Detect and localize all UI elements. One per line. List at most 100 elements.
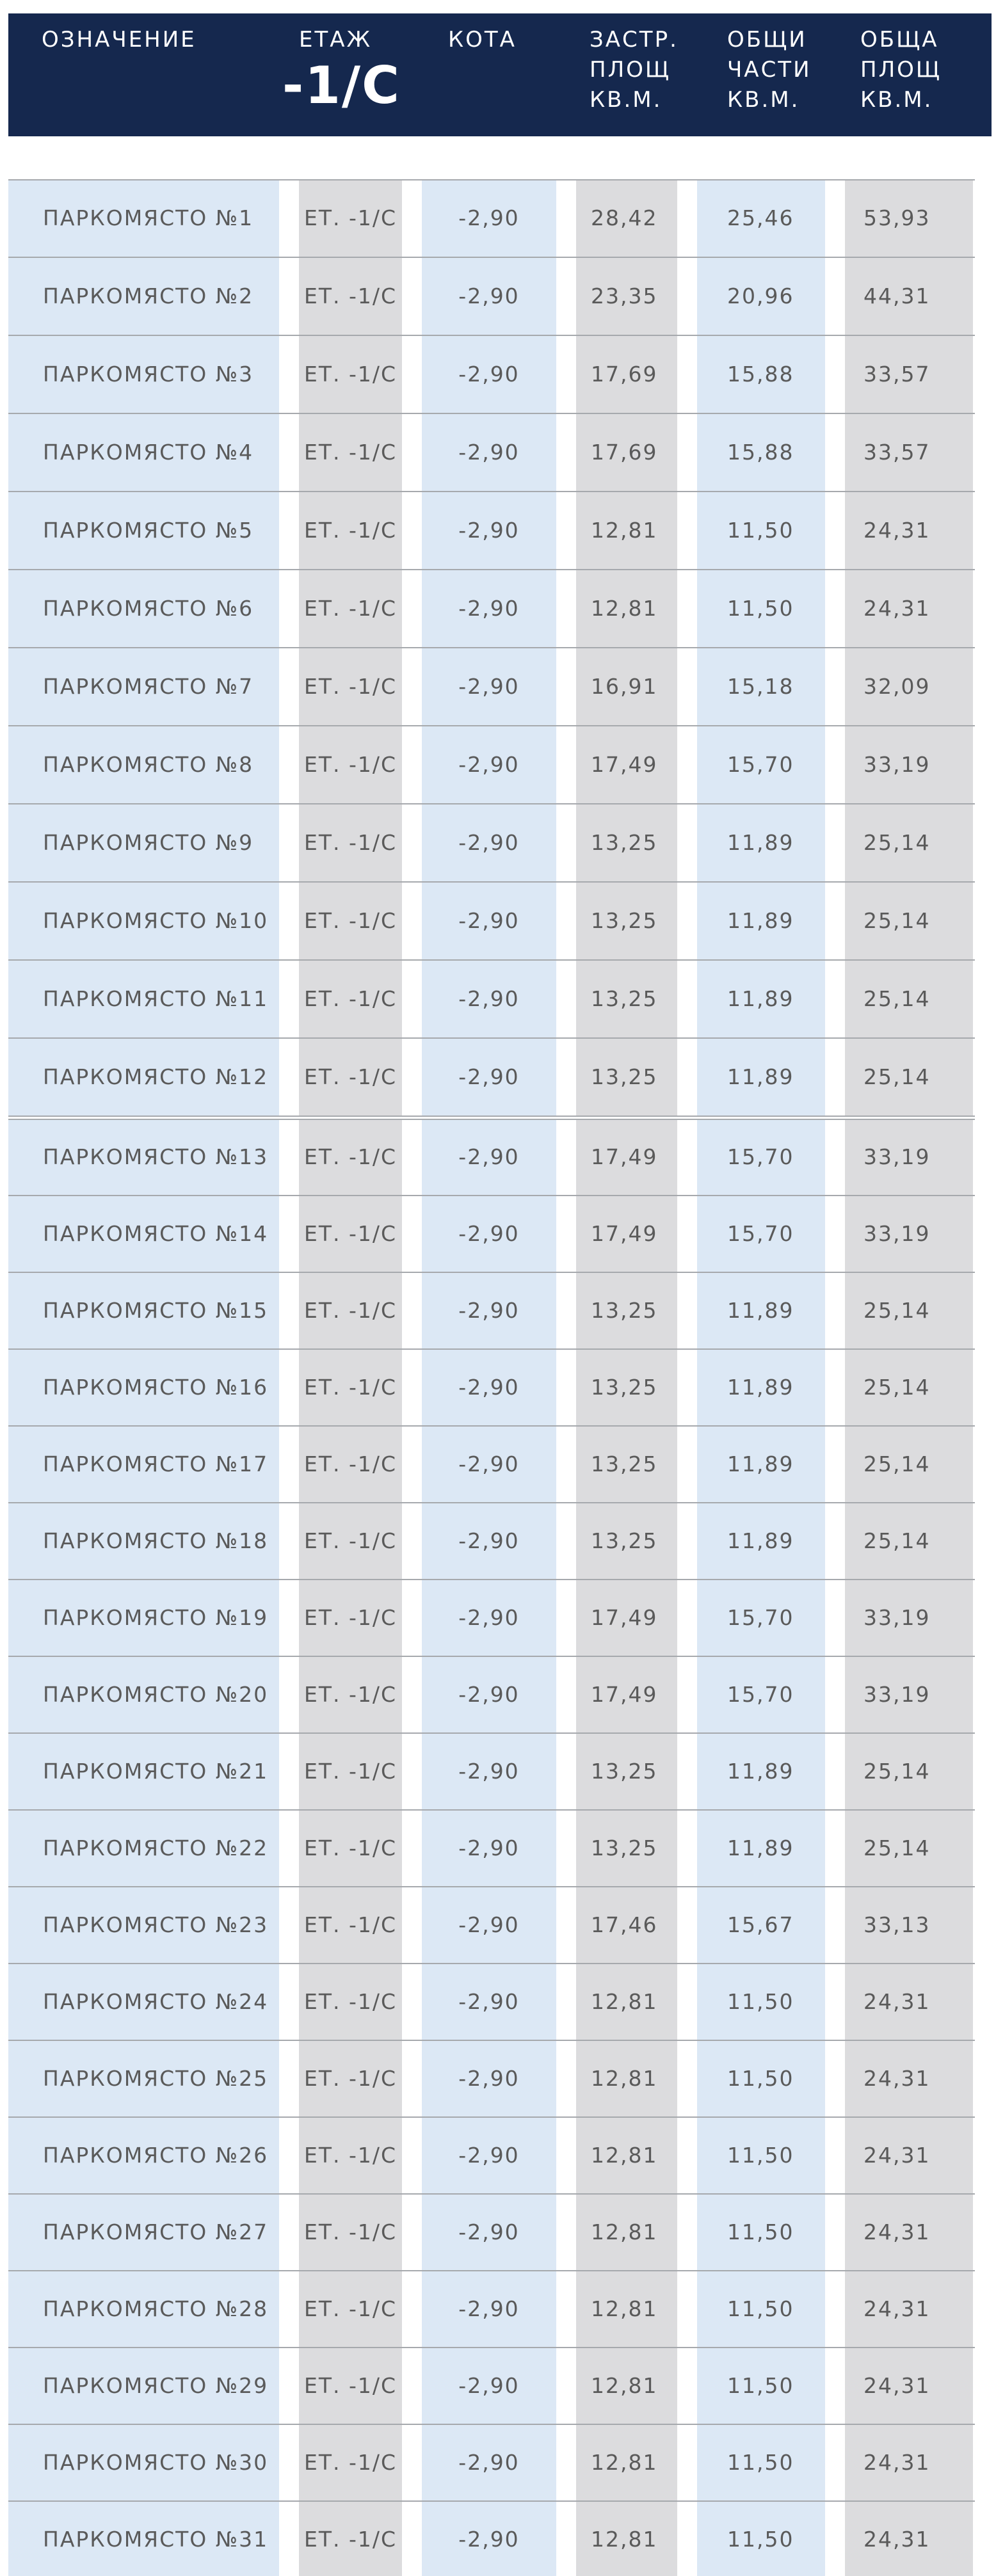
cell-value: 13,25 [591, 1836, 658, 1860]
cell-value: 24,31 [863, 596, 931, 621]
cell-value: 12,81 [591, 2143, 658, 2168]
cell-value: ЕТ. -1/С [303, 440, 398, 465]
cell-value: 11,50 [727, 2373, 794, 2398]
cell-value: 15,67 [727, 1912, 794, 1937]
cell-value: 13,25 [591, 986, 658, 1011]
cell-value: 13,25 [591, 1759, 658, 1784]
row-name: ПАРКОМЯСТО №2 [43, 284, 254, 308]
cell-value: ЕТ. -1/С [303, 752, 398, 777]
cell-value: 15,88 [727, 440, 794, 465]
cell-value: 24,31 [863, 2220, 931, 2244]
header-label: ЕТАЖ [299, 27, 373, 52]
cell-value: 17,49 [591, 1144, 658, 1169]
cell-value: 13,25 [591, 1375, 658, 1400]
cell-value: -2,90 [458, 1682, 520, 1707]
cell-value: -2,90 [458, 596, 520, 621]
column-band [8, 1119, 279, 2576]
row-separator [8, 1963, 975, 1964]
header-label: ОБЩА ПЛОЩ КВ.М. [860, 27, 942, 113]
column-band [845, 1119, 973, 2576]
cell-value: 33,57 [863, 440, 931, 465]
cell-value: 17,69 [591, 362, 658, 387]
cell-value: ЕТ. -1/С [303, 1298, 398, 1323]
cell-value: 25,14 [863, 1298, 931, 1323]
cell-value: -2,90 [458, 2143, 520, 2168]
row-name: ПАРКОМЯСТО №10 [43, 908, 269, 933]
row-name: ПАРКОМЯСТО №11 [43, 986, 269, 1011]
cell-value: 24,31 [863, 2527, 931, 2552]
cell-value: ЕТ. -1/С [303, 1836, 398, 1860]
cell-value: 11,89 [727, 1759, 794, 1784]
cell-value: 13,25 [591, 1452, 658, 1476]
cell-value: 11,89 [727, 830, 794, 855]
row-name: ПАРКОМЯСТО №24 [43, 1989, 269, 2014]
cell-value: 11,50 [727, 596, 794, 621]
cell-value: 24,31 [863, 1989, 931, 2014]
cell-value: ЕТ. -1/С [303, 284, 398, 308]
row-separator [8, 179, 975, 180]
column-band [697, 1119, 825, 2576]
cell-value: 11,89 [727, 1375, 794, 1400]
cell-value: 25,14 [863, 830, 931, 855]
cell-value: ЕТ. -1/С [303, 1452, 398, 1476]
row-separator [8, 1656, 975, 1657]
cell-value: 53,93 [863, 205, 931, 230]
cell-value: ЕТ. -1/С [303, 1759, 398, 1784]
cell-value: -2,90 [458, 1298, 520, 1323]
cell-value: 17,49 [591, 1682, 658, 1707]
cell-value: ЕТ. -1/С [303, 1912, 398, 1937]
cell-value: ЕТ. -1/С [303, 1989, 398, 2014]
cell-value: 11,50 [727, 2220, 794, 2244]
row-name: ПАРКОМЯСТО №27 [43, 2220, 269, 2244]
table-header: ОЗНАЧЕНИЕ ЕТАЖ -1/С КОТА ЗАСТР. ПЛОЩ КВ.М.… [8, 13, 992, 136]
row-name: ПАРКОМЯСТО №8 [43, 752, 254, 777]
cell-value: -2,90 [458, 1452, 520, 1476]
row-name: ПАРКОМЯСТО №29 [43, 2373, 269, 2398]
cell-value: -2,90 [458, 205, 520, 230]
row-separator [8, 725, 975, 726]
cell-value: 44,31 [863, 284, 931, 308]
row-separator [8, 1272, 975, 1273]
row-separator [8, 2347, 975, 2348]
cell-value: 25,14 [863, 1452, 931, 1476]
cell-value: 17,46 [591, 1912, 658, 1937]
cell-value: 13,25 [591, 908, 658, 933]
cell-value: 25,14 [863, 908, 931, 933]
cell-value: 11,89 [727, 1528, 794, 1553]
row-name: ПАРКОМЯСТО №15 [43, 1298, 269, 1323]
row-name: ПАРКОМЯСТО №28 [43, 2296, 269, 2321]
row-name: ПАРКОМЯСТО №23 [43, 1912, 269, 1937]
cell-value: 12,81 [591, 2066, 658, 2091]
cell-value: 17,69 [591, 440, 658, 465]
cell-value: -2,90 [458, 1605, 520, 1630]
row-separator [8, 647, 975, 648]
row-separator [8, 2424, 975, 2425]
cell-value: -2,90 [458, 2220, 520, 2244]
cell-value: ЕТ. -1/С [303, 2066, 398, 2091]
cell-value: 24,31 [863, 518, 931, 543]
cell-value: ЕТ. -1/С [303, 1144, 398, 1169]
cell-value: 32,09 [863, 674, 931, 699]
cell-value: 12,81 [591, 2527, 658, 2552]
cell-value: -2,90 [458, 2066, 520, 2091]
column-band [576, 1119, 677, 2576]
cell-value: -2,90 [458, 2373, 520, 2398]
row-name: ПАРКОМЯСТО №5 [43, 518, 254, 543]
row-separator [8, 1502, 975, 1503]
row-separator [8, 2270, 975, 2271]
row-separator [8, 413, 975, 414]
cell-value: -2,90 [458, 2296, 520, 2321]
row-name: ПАРКОМЯСТО №12 [43, 1064, 269, 1089]
cell-value: 25,14 [863, 1836, 931, 1860]
cell-value: 11,50 [727, 2450, 794, 2475]
header-label: ОБЩИ ЧАСТИ КВ.М. [727, 27, 812, 113]
row-name: ПАРКОМЯСТО №6 [43, 596, 254, 621]
column-band [422, 1119, 556, 2576]
cell-value: 25,14 [863, 1375, 931, 1400]
row-name: ПАРКОМЯСТО №18 [43, 1528, 269, 1553]
row-name: ПАРКОМЯСТО №3 [43, 362, 254, 387]
row-separator [8, 2500, 975, 2502]
cell-value: 28,42 [591, 205, 658, 230]
cell-value: 25,46 [727, 205, 794, 230]
